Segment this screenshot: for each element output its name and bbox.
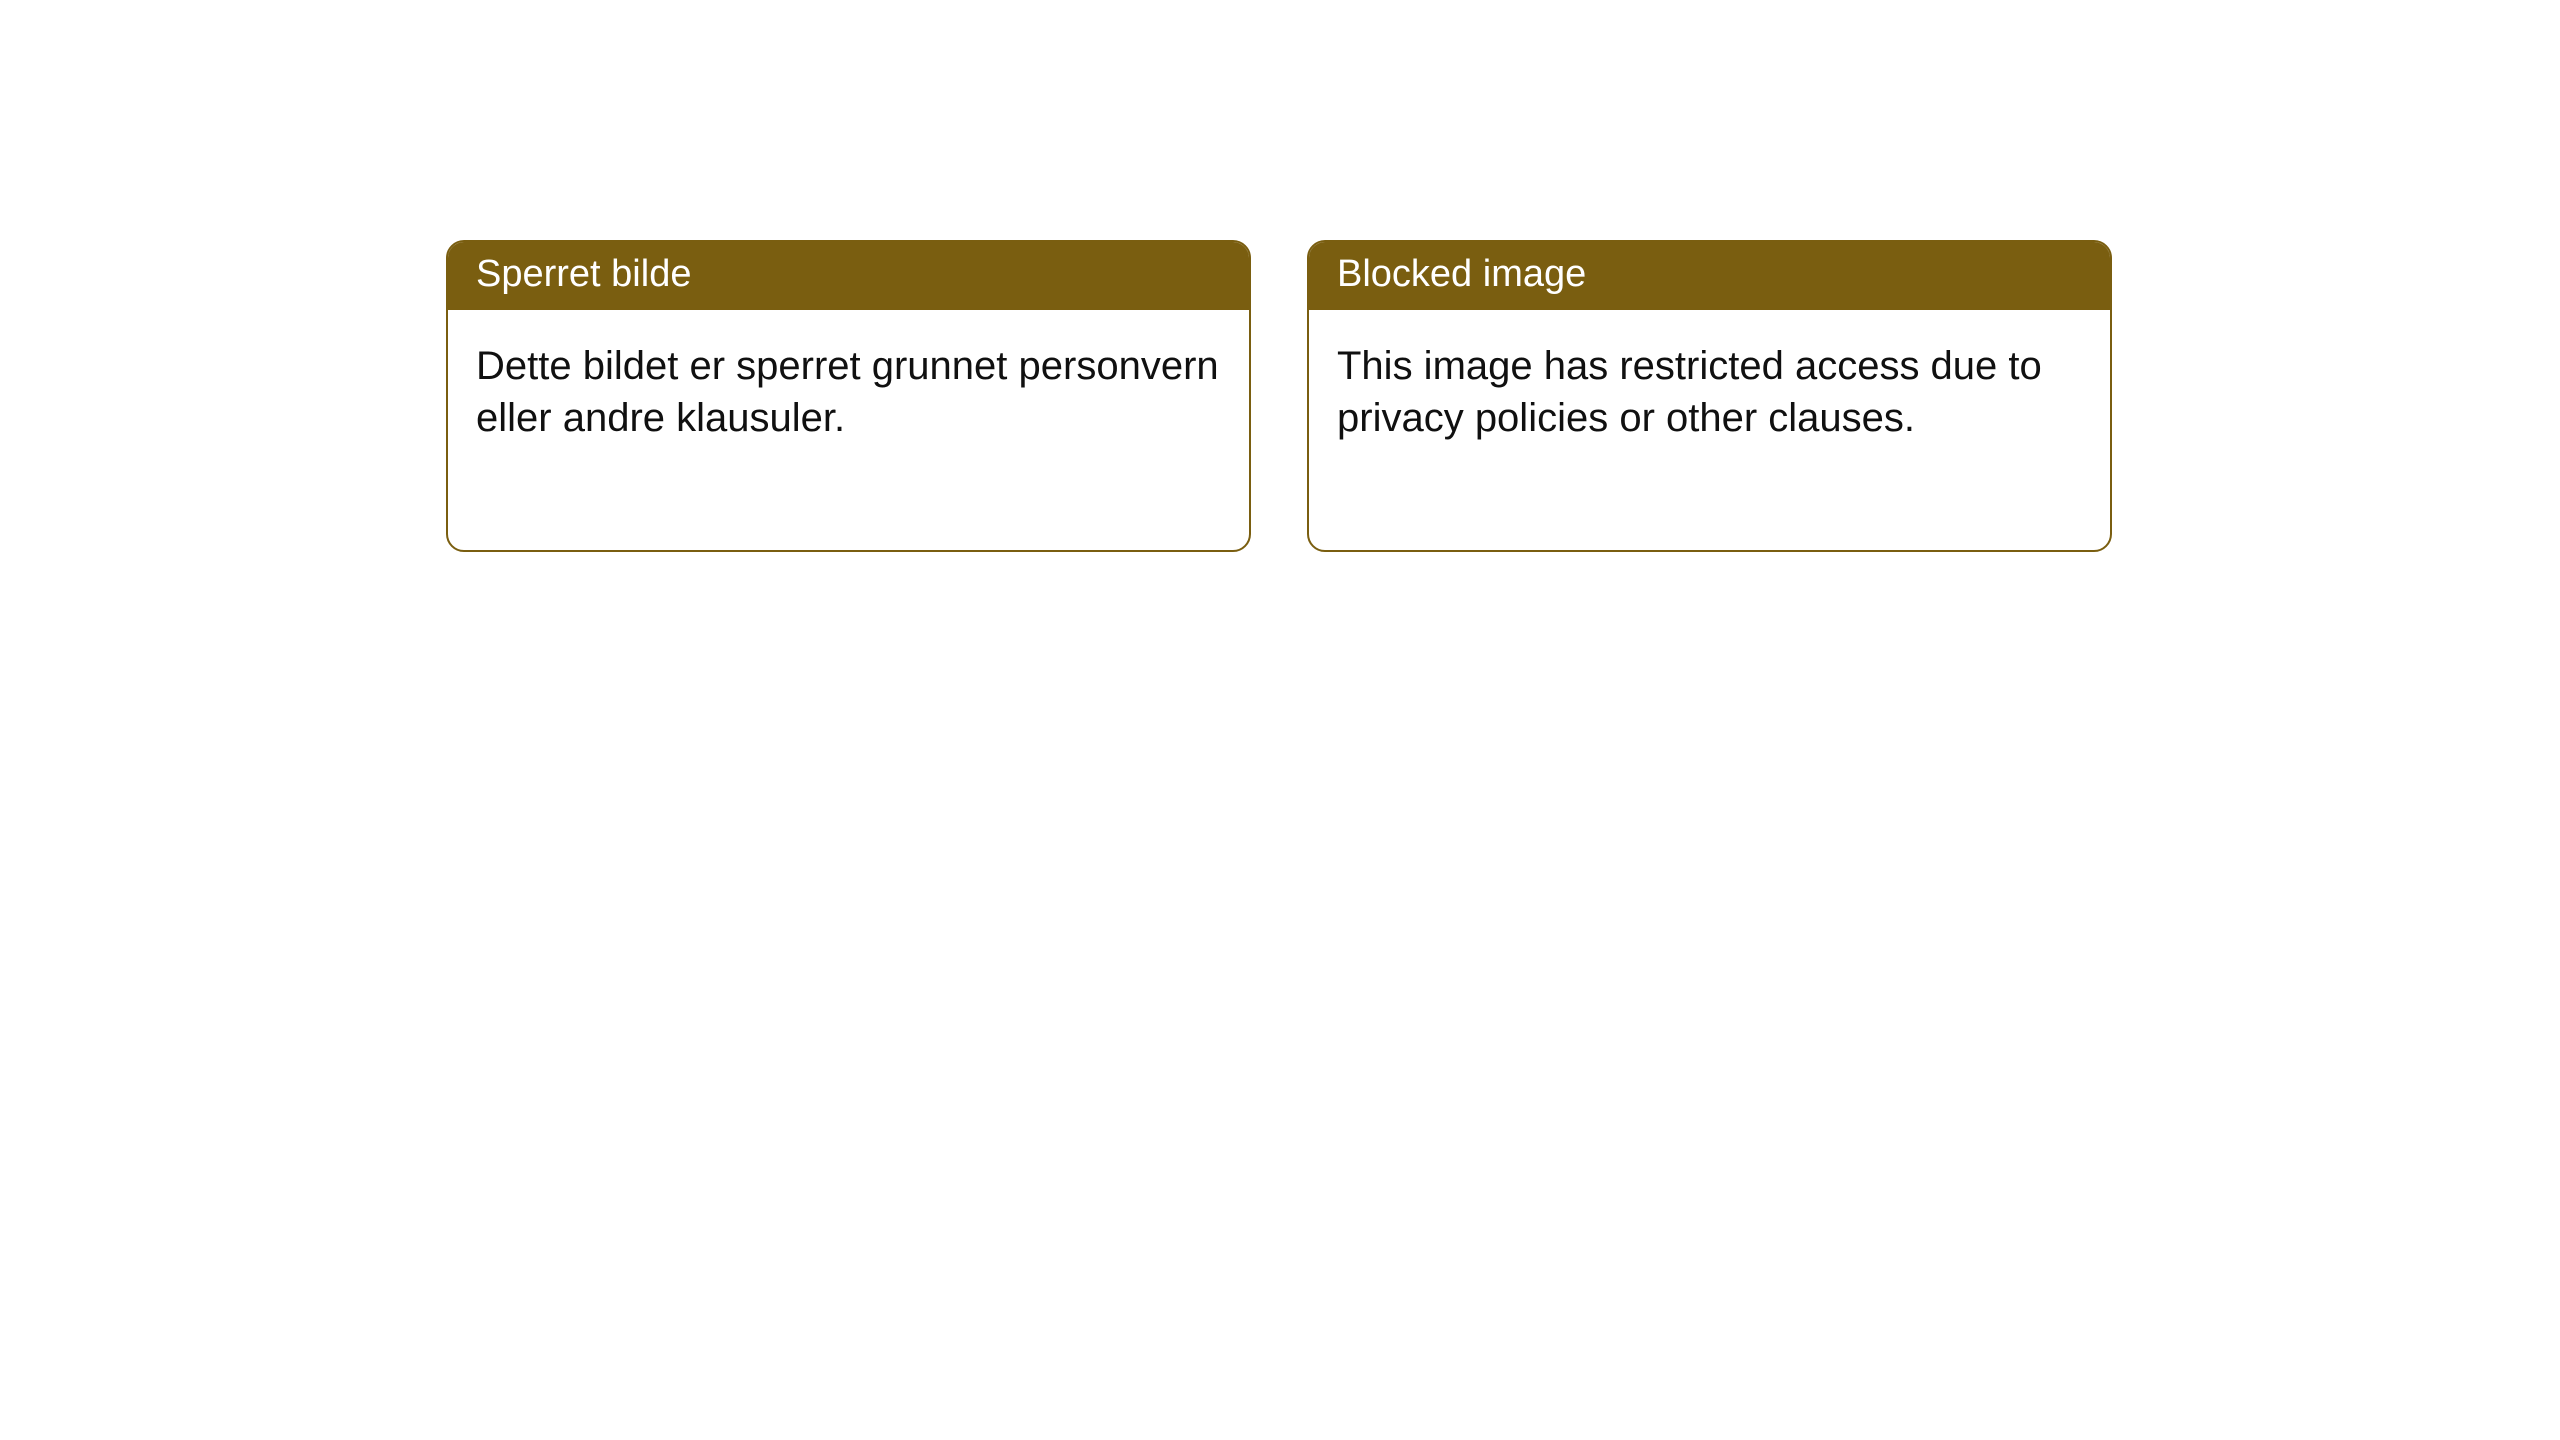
card-body-english: This image has restricted access due to … [1309,310,2110,550]
card-title-english: Blocked image [1337,253,1586,295]
card-header-english: Blocked image [1309,242,2110,310]
blocked-image-card-english: Blocked image This image has restricted … [1307,240,2112,552]
notice-cards-container: Sperret bilde Dette bildet er sperret gr… [446,240,2112,552]
card-title-norwegian: Sperret bilde [476,253,691,295]
blocked-image-card-norwegian: Sperret bilde Dette bildet er sperret gr… [446,240,1251,552]
card-message-norwegian: Dette bildet er sperret grunnet personve… [476,344,1219,440]
card-message-english: This image has restricted access due to … [1337,344,2042,440]
card-body-norwegian: Dette bildet er sperret grunnet personve… [448,310,1249,550]
card-header-norwegian: Sperret bilde [448,242,1249,310]
